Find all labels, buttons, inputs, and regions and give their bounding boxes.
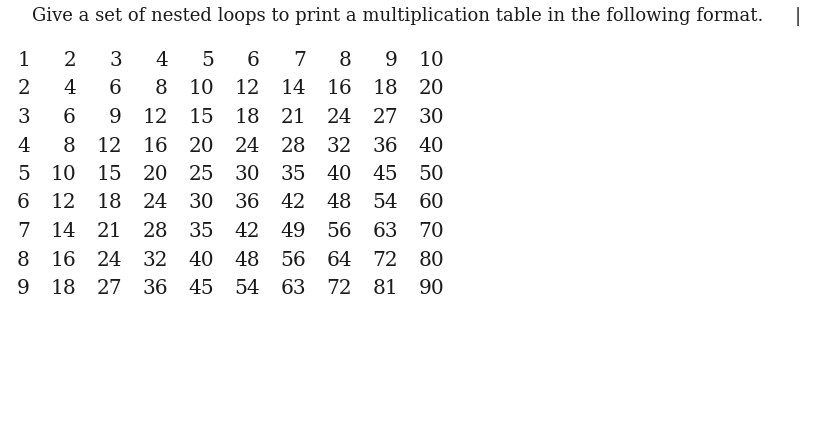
Text: 20: 20 <box>418 80 444 98</box>
Text: 18: 18 <box>235 108 260 127</box>
Text: 24: 24 <box>97 250 122 270</box>
Text: 14: 14 <box>51 222 76 241</box>
Text: 12: 12 <box>97 136 122 155</box>
Text: 50: 50 <box>418 165 444 184</box>
Text: 72: 72 <box>373 250 398 270</box>
Text: 30: 30 <box>418 108 444 127</box>
Text: 63: 63 <box>373 222 398 241</box>
Text: |: | <box>795 7 801 26</box>
Text: 40: 40 <box>188 250 214 270</box>
Text: 48: 48 <box>326 193 352 213</box>
Text: 49: 49 <box>280 222 306 241</box>
Text: 18: 18 <box>97 193 122 213</box>
Text: 54: 54 <box>235 279 260 298</box>
Text: 56: 56 <box>280 250 306 270</box>
Text: 32: 32 <box>326 136 352 155</box>
Text: 24: 24 <box>326 108 352 127</box>
Text: 3: 3 <box>17 108 30 127</box>
Text: 6: 6 <box>17 193 30 213</box>
Text: 9: 9 <box>17 279 30 298</box>
Text: 56: 56 <box>326 222 352 241</box>
Text: 8: 8 <box>17 250 30 270</box>
Text: 6: 6 <box>109 80 122 98</box>
Text: 14: 14 <box>280 80 306 98</box>
Text: 27: 27 <box>97 279 122 298</box>
Text: 16: 16 <box>50 250 76 270</box>
Text: 16: 16 <box>326 80 352 98</box>
Text: 24: 24 <box>142 193 168 213</box>
Text: 15: 15 <box>188 108 214 127</box>
Text: 20: 20 <box>142 165 168 184</box>
Text: 16: 16 <box>142 136 168 155</box>
Text: 70: 70 <box>418 222 444 241</box>
Text: 40: 40 <box>418 136 444 155</box>
Text: 7: 7 <box>293 51 306 70</box>
Text: 42: 42 <box>280 193 306 213</box>
Text: 6: 6 <box>63 108 76 127</box>
Text: 35: 35 <box>280 165 306 184</box>
Text: 36: 36 <box>235 193 260 213</box>
Text: 30: 30 <box>188 193 214 213</box>
Text: 18: 18 <box>50 279 76 298</box>
Text: 4: 4 <box>17 136 30 155</box>
Text: 21: 21 <box>97 222 122 241</box>
Text: 28: 28 <box>142 222 168 241</box>
Text: 45: 45 <box>188 279 214 298</box>
Text: 54: 54 <box>373 193 398 213</box>
Text: 5: 5 <box>17 165 30 184</box>
Text: 5: 5 <box>201 51 214 70</box>
Text: 4: 4 <box>63 80 76 98</box>
Text: 30: 30 <box>235 165 260 184</box>
Text: 48: 48 <box>235 250 260 270</box>
Text: 72: 72 <box>326 279 352 298</box>
Text: 81: 81 <box>372 279 398 298</box>
Text: 25: 25 <box>188 165 214 184</box>
Text: 12: 12 <box>51 193 76 213</box>
Text: 8: 8 <box>63 136 76 155</box>
Text: 28: 28 <box>280 136 306 155</box>
Text: 20: 20 <box>188 136 214 155</box>
Text: 12: 12 <box>235 80 260 98</box>
Text: 90: 90 <box>418 279 444 298</box>
Text: 10: 10 <box>188 80 214 98</box>
Text: 32: 32 <box>142 250 168 270</box>
Text: 36: 36 <box>373 136 398 155</box>
Text: 64: 64 <box>326 250 352 270</box>
Text: 21: 21 <box>280 108 306 127</box>
Text: 8: 8 <box>155 80 168 98</box>
Text: 18: 18 <box>372 80 398 98</box>
Text: Give a set of nested loops to print a multiplication table in the following form: Give a set of nested loops to print a mu… <box>32 7 764 25</box>
Text: 40: 40 <box>326 165 352 184</box>
Text: 8: 8 <box>339 51 352 70</box>
Text: 12: 12 <box>142 108 168 127</box>
Text: 36: 36 <box>142 279 168 298</box>
Text: 24: 24 <box>235 136 260 155</box>
Text: 10: 10 <box>50 165 76 184</box>
Text: 2: 2 <box>17 80 30 98</box>
Text: 35: 35 <box>188 222 214 241</box>
Text: 6: 6 <box>247 51 260 70</box>
Text: 45: 45 <box>373 165 398 184</box>
Text: 15: 15 <box>97 165 122 184</box>
Text: 80: 80 <box>418 250 444 270</box>
Text: 3: 3 <box>109 51 122 70</box>
Text: 7: 7 <box>17 222 30 241</box>
Text: 10: 10 <box>418 51 444 70</box>
Text: 9: 9 <box>385 51 398 70</box>
Text: 42: 42 <box>235 222 260 241</box>
Text: 2: 2 <box>63 51 76 70</box>
Text: 1: 1 <box>17 51 30 70</box>
Text: 60: 60 <box>418 193 444 213</box>
Text: 63: 63 <box>280 279 306 298</box>
Text: 9: 9 <box>109 108 122 127</box>
Text: 27: 27 <box>373 108 398 127</box>
Text: 4: 4 <box>156 51 168 70</box>
